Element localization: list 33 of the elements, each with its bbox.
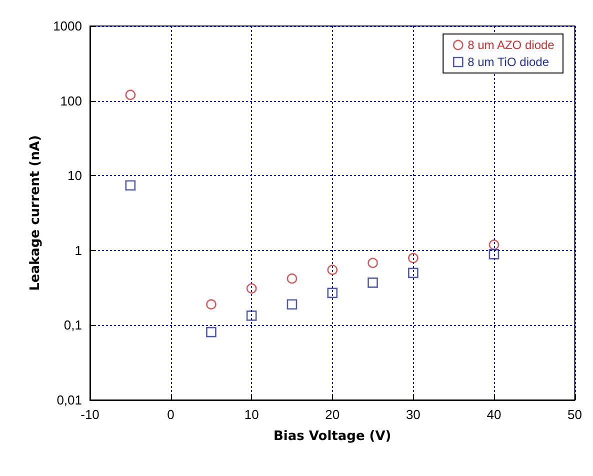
y-tick-label: 1000 xyxy=(53,18,82,34)
y-tick-label: 10 xyxy=(68,168,82,184)
point xyxy=(488,249,500,260)
point xyxy=(125,180,136,191)
legend-label: 8 um AZO diode xyxy=(468,38,555,52)
y-tick-label: 100 xyxy=(60,93,82,108)
legend-label: 8 um TiO diode xyxy=(468,55,550,69)
x-axis-title: Bias Voltage (V) xyxy=(274,429,392,444)
point xyxy=(206,299,216,310)
y-tick-label: 0,01 xyxy=(56,392,82,408)
x-tick-label: 30 xyxy=(406,407,420,422)
point xyxy=(246,283,257,294)
x-tick-label: 0 xyxy=(167,407,174,422)
point xyxy=(327,264,338,275)
point xyxy=(408,252,418,264)
x-tick-label: -10 xyxy=(80,407,100,422)
x-tick-label: 50 xyxy=(568,407,582,422)
x-tick-label: 40 xyxy=(486,407,502,422)
x-tick-label: 10 xyxy=(244,407,259,422)
y-axis-title: Leakage current (nA) xyxy=(28,135,43,291)
point xyxy=(125,90,136,100)
y-tick-label: 0,1 xyxy=(64,318,82,333)
x-tick-label: 20 xyxy=(325,407,340,422)
point xyxy=(327,288,338,298)
point xyxy=(286,273,298,284)
point xyxy=(408,268,418,278)
point xyxy=(206,326,216,338)
point xyxy=(286,299,298,310)
point xyxy=(488,240,500,250)
point xyxy=(368,258,378,268)
y-tick-label: 1 xyxy=(74,242,82,258)
point xyxy=(246,310,257,321)
point xyxy=(368,278,378,288)
